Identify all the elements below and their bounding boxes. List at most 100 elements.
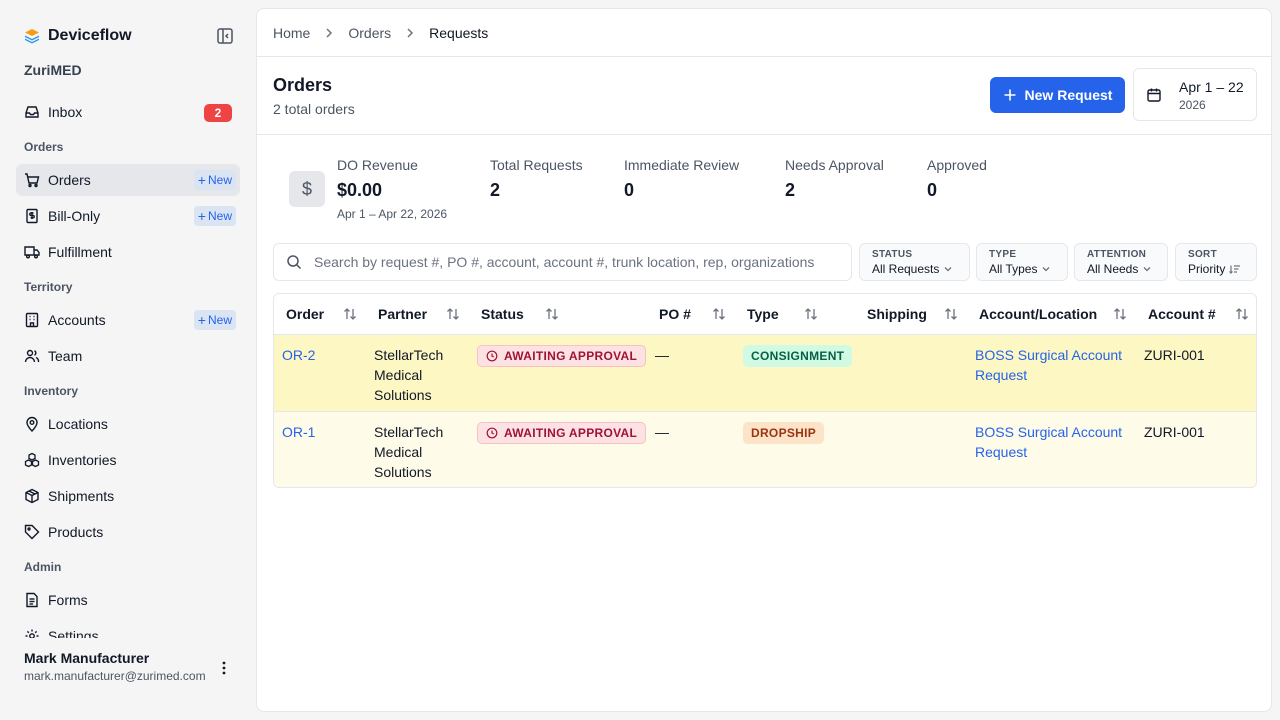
table-row[interactable]: OR-2 StellarTech Medical Solutions AWAIT… <box>274 334 1256 412</box>
account-location-link[interactable]: BOSS Surgical Account Request <box>975 423 1123 460</box>
sidebar-item-label: Products <box>48 524 104 540</box>
inbox-count-badge: 2 <box>204 104 232 122</box>
sidebar-item-label: Accounts <box>48 312 106 328</box>
org-name: ZuriMED <box>24 62 82 78</box>
sidebar-item-locations[interactable]: Locations <box>16 408 240 440</box>
column-label: PO # <box>659 305 691 322</box>
sidebar-item-forms[interactable]: Forms <box>16 584 240 616</box>
sort-filter[interactable]: SORT Priority <box>1175 243 1257 281</box>
column-label: Order <box>286 305 325 322</box>
plus-icon <box>1003 88 1017 102</box>
user-email: mark.manufacturer@zurimed.com <box>24 669 206 683</box>
sidebar-item-fulfillment[interactable]: Fulfillment <box>16 236 240 268</box>
sidebar-item-inbox[interactable]: Inbox 2 <box>16 96 240 128</box>
status-filter[interactable]: STATUS All Requests <box>859 243 970 281</box>
sidebar-item-label: Orders <box>48 172 91 188</box>
chevron-down-icon <box>1142 264 1152 274</box>
sidebar-nav: Inbox 2 Orders Orders + New Bill-Only + … <box>0 94 256 638</box>
breadcrumb-orders[interactable]: Orders <box>348 25 392 41</box>
column-header-status[interactable]: Status <box>469 294 647 335</box>
column-header-partner[interactable]: Partner <box>366 294 469 335</box>
sort-arrows-icon[interactable] <box>445 306 461 322</box>
map-pin-icon <box>24 416 40 432</box>
order-link[interactable]: OR-1 <box>282 423 316 440</box>
dollar-icon: $ <box>289 171 325 207</box>
account-location-link[interactable]: BOSS Surgical Account Request <box>975 346 1123 383</box>
filter-label: STATUS <box>872 249 913 260</box>
order-link[interactable]: OR-2 <box>282 346 316 363</box>
sidebar-item-settings[interactable]: Settings <box>16 620 240 638</box>
partner-cell: StellarTech Medical Solutions <box>366 334 469 412</box>
column-label: Partner <box>378 305 428 322</box>
stat-value: 2 <box>490 180 501 200</box>
receipt-icon <box>24 208 40 224</box>
status-badge: AWAITING APPROVAL <box>477 344 647 367</box>
breadcrumb-home[interactable]: Home <box>273 25 311 41</box>
clock-icon <box>486 427 498 439</box>
shipping-cell <box>855 334 967 412</box>
sort-arrows-icon[interactable] <box>1112 306 1128 322</box>
new-request-button[interactable]: New Request <box>990 77 1125 113</box>
column-header-account-number[interactable]: Account # <box>1136 294 1256 335</box>
stat-value: 0 <box>624 180 635 200</box>
stat-value: $0.00 <box>337 180 383 200</box>
column-header-type[interactable]: Type <box>735 294 855 335</box>
column-label: Account/Location <box>979 305 1098 322</box>
type-badge: CONSIGNMENT <box>743 344 853 367</box>
main-panel: Home Orders Requests Orders 2 total orde… <box>256 8 1272 712</box>
filter-value: All Types <box>989 262 1038 276</box>
new-label: New <box>207 173 232 187</box>
clock-icon <box>486 350 498 362</box>
sort-arrows-icon[interactable] <box>342 306 358 322</box>
sort-arrows-icon[interactable] <box>1234 306 1250 322</box>
sidebar-item-orders[interactable]: Orders + New <box>16 164 240 196</box>
column-header-shipping[interactable]: Shipping <box>855 294 967 335</box>
cart-icon <box>24 172 40 188</box>
section-orders: Orders <box>24 140 64 154</box>
sort-arrows-icon[interactable] <box>711 306 727 322</box>
new-order-button[interactable]: + New <box>193 170 236 190</box>
stat-label: DO Revenue <box>337 157 418 173</box>
date-range-picker[interactable]: Apr 1 – 22 2026 <box>1133 68 1257 121</box>
chevron-down-icon <box>1041 264 1051 274</box>
stat-label: Immediate Review <box>624 157 740 173</box>
column-label: Shipping <box>867 305 927 322</box>
column-header-account-location[interactable]: Account/Location <box>967 294 1136 335</box>
divider <box>257 56 1271 57</box>
sidebar-item-label: Fulfillment <box>48 244 112 260</box>
sort-arrows-icon[interactable] <box>544 306 560 322</box>
sidebar-item-label: Forms <box>48 592 88 608</box>
user-profile[interactable]: Mark Manufacturer mark.manufacturer@zuri… <box>24 650 224 683</box>
sort-arrows-icon[interactable] <box>943 306 959 322</box>
table-row[interactable]: OR-1 StellarTech Medical Solutions AWAIT… <box>274 411 1256 487</box>
deviceflow-logo-icon <box>24 28 40 44</box>
boxes-icon <box>24 452 40 468</box>
sort-lines-icon <box>1229 263 1241 275</box>
filter-value: Priority <box>1188 262 1226 276</box>
type-badge: DROPSHIP <box>743 421 825 444</box>
search-input[interactable] <box>314 254 844 270</box>
sidebar-item-inventories[interactable]: Inventories <box>16 444 240 476</box>
sort-arrows-icon[interactable] <box>803 306 819 322</box>
sidebar-item-accounts[interactable]: Accounts + New <box>16 304 240 336</box>
sidebar-item-shipments[interactable]: Shipments <box>16 480 240 512</box>
sidebar-item-team[interactable]: Team <box>16 340 240 372</box>
column-header-order[interactable]: Order <box>274 294 366 335</box>
sidebar-collapse-icon[interactable] <box>216 27 234 45</box>
attention-filter[interactable]: ATTENTION All Needs <box>1074 243 1168 281</box>
status-text: AWAITING APPROVAL <box>504 425 638 440</box>
new-account-button[interactable]: + New <box>193 310 236 330</box>
brand[interactable]: Deviceflow <box>24 26 132 46</box>
sidebar-item-bill-only[interactable]: Bill-Only + New <box>16 200 240 232</box>
new-bill-only-button[interactable]: + New <box>193 206 236 226</box>
type-filter[interactable]: TYPE All Types <box>976 243 1068 281</box>
account-number-cell: ZURI-001 <box>1136 334 1256 412</box>
table-header-row: Order Partner Status PO # Type Shipping … <box>274 294 1256 335</box>
column-header-po[interactable]: PO # <box>647 294 735 335</box>
sidebar-item-products[interactable]: Products <box>16 516 240 548</box>
po-cell: — <box>647 411 735 487</box>
plus-icon: + <box>197 172 206 188</box>
chevron-right-icon <box>403 26 417 40</box>
more-vertical-icon[interactable] <box>216 660 232 676</box>
tag-icon <box>24 524 40 540</box>
